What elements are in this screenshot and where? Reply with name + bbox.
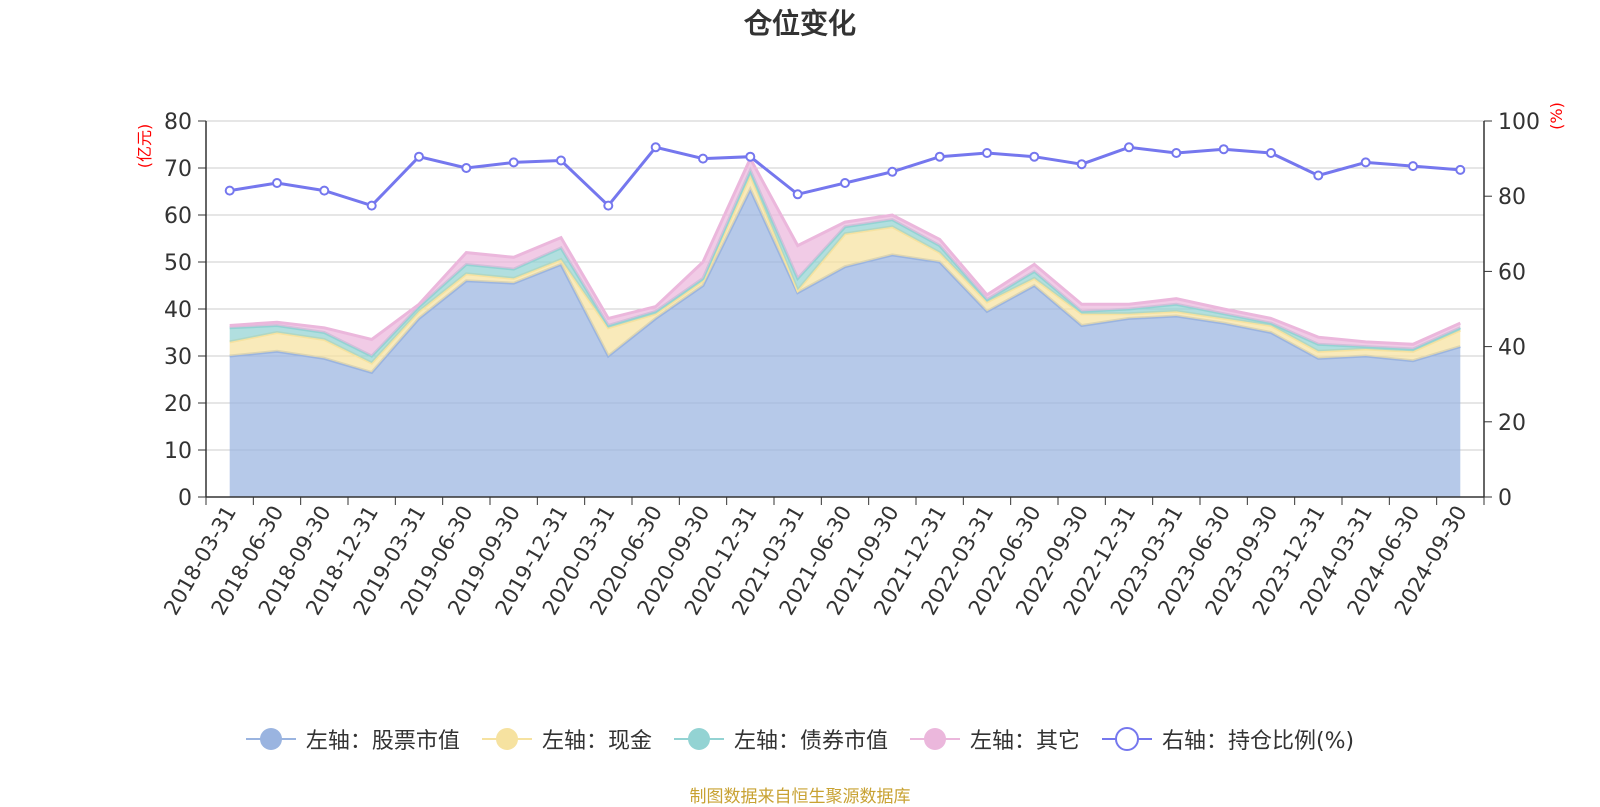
ratio-point <box>650 142 661 153</box>
legend-label-cash: 左轴：现金 <box>541 729 652 754</box>
ratio-point <box>414 151 424 162</box>
ratio-point <box>1218 144 1229 155</box>
data-source-note: 制图数据来自恒生聚源数据库 <box>689 787 911 807</box>
ratio-point <box>366 200 377 211</box>
ratio-point <box>1313 170 1324 181</box>
legend-item-cash[interactable]: 左轴：现金 <box>481 723 652 755</box>
legend-item-bond[interactable]: 左轴：债券市值 <box>673 723 888 755</box>
ratio-point <box>792 189 803 200</box>
ratio-point <box>840 178 850 188</box>
legend-label-other: 左轴：其它 <box>969 729 1080 754</box>
ratio-point <box>603 200 614 211</box>
right-axis-tick-label: 40 <box>1498 336 1526 361</box>
legend-label-ratio: 右轴：持仓比例(%) <box>1161 729 1355 754</box>
ratio-point <box>1076 159 1087 170</box>
ratio-point <box>1266 148 1276 158</box>
legend-marker-bond <box>673 728 724 750</box>
legend-item-stock[interactable]: 左轴：股票市值 <box>245 723 460 755</box>
ratio-point <box>1029 151 1040 162</box>
left-axis-tick-label: 30 <box>164 345 192 370</box>
left-axis-tick-label: 40 <box>164 298 192 323</box>
ratio-point <box>1408 161 1418 172</box>
left-axis-tick-label: 70 <box>164 157 192 182</box>
area-other <box>229 158 1461 356</box>
ratio-point <box>934 151 945 162</box>
right-axis-tick-label: 20 <box>1498 411 1526 436</box>
ratio-point <box>1124 142 1134 153</box>
ratio-point <box>556 155 566 166</box>
ratio-point <box>224 185 235 196</box>
legend-marker-cash <box>481 728 532 750</box>
area-stock <box>229 189 1461 497</box>
ratio-point <box>508 157 519 168</box>
right-axis-tick-label: 60 <box>1498 260 1526 285</box>
ratio-point <box>745 151 756 162</box>
right-axis-tick-label: 80 <box>1498 185 1526 210</box>
left-axis-tick-label: 50 <box>164 251 192 276</box>
right-axis-tick-label: 0 <box>1498 486 1512 511</box>
legend-item-other[interactable]: 左轴：其它 <box>909 723 1080 755</box>
ratio-point <box>698 153 708 164</box>
legend-label-stock: 左轴：股票市值 <box>305 729 460 754</box>
ratio-point <box>461 163 472 173</box>
legend-marker-other <box>909 728 960 750</box>
left-axis-tick-label: 10 <box>164 439 192 464</box>
chart-title: 仓位变化 <box>743 7 856 40</box>
right-axis-title: (%) <box>1547 102 1566 130</box>
ratio-point <box>272 178 282 188</box>
ratio-point <box>887 166 898 177</box>
ratio-point <box>1171 148 1182 158</box>
legend-item-ratio[interactable]: 右轴：持仓比例(%) <box>1101 723 1355 755</box>
left-axis-tick-label: 80 <box>164 110 192 135</box>
area-cash <box>229 175 1461 373</box>
left-axis-tick-label: 60 <box>164 204 192 229</box>
left-axis-tick-label: 0 <box>178 486 192 511</box>
right-axis-tick-label: 100 <box>1498 110 1540 135</box>
ratio-point <box>982 148 992 158</box>
ratio-point <box>319 185 330 196</box>
legend-marker-ratio <box>1101 727 1152 751</box>
area-line-other <box>229 155 1461 346</box>
ratio-point <box>1455 164 1466 175</box>
left-axis-title: (亿元) <box>135 124 154 169</box>
legend-marker-stock <box>245 728 296 750</box>
ratio-point <box>1360 157 1371 168</box>
chart-legend: 左轴：股票市值 左轴：现金 左轴：债券市值 左轴：其它 右轴：持仓比例(%) <box>0 722 1600 756</box>
left-axis-tick-label: 20 <box>164 392 192 417</box>
legend-label-bond: 左轴：债券市值 <box>733 729 888 754</box>
